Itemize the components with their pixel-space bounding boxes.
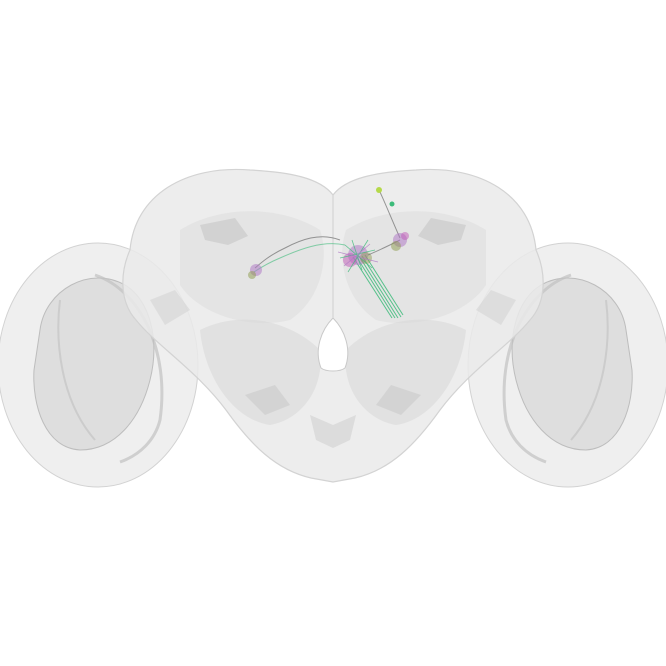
neuron-reconstructions <box>248 187 409 319</box>
soma-lime <box>376 187 382 193</box>
right-projection <box>367 191 409 256</box>
central-arbor <box>337 239 379 273</box>
green-axon-bundle <box>352 254 404 319</box>
central-brain <box>122 168 544 483</box>
soma-green <box>389 201 395 207</box>
left-projection <box>248 236 346 279</box>
